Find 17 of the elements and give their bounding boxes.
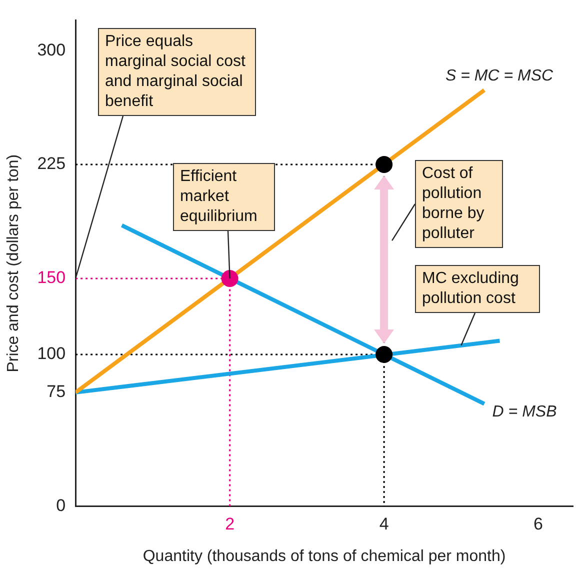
x-tick-label: 2 xyxy=(225,514,235,534)
annotation: Cost of pollution borne by polluter xyxy=(415,160,503,248)
y-tick-label: 225 xyxy=(37,154,66,174)
annotation: MC excluding pollution cost xyxy=(415,265,540,313)
y-tick-label: 75 xyxy=(46,382,66,402)
y-tick-label: 0 xyxy=(56,496,66,516)
y-tick-label: 150 xyxy=(37,268,66,288)
x-tick-label: 4 xyxy=(379,514,389,534)
x-axis-title: Quantity (thousands of tons of chemical per month) xyxy=(142,548,506,565)
y-tick-label: 300 xyxy=(37,40,66,60)
y-axis-title: Price and cost (dollars per ton) xyxy=(5,154,22,372)
annotation: Price equals marginal social cost and marginal social benefit xyxy=(98,28,256,116)
series-label: D = MSB xyxy=(492,403,558,420)
x-tick-label: 6 xyxy=(534,514,544,534)
y-tick-label: 100 xyxy=(37,344,66,364)
annotation: Efficient market equilibrium xyxy=(173,163,275,231)
series-label: S = MC = MSC xyxy=(446,68,554,85)
